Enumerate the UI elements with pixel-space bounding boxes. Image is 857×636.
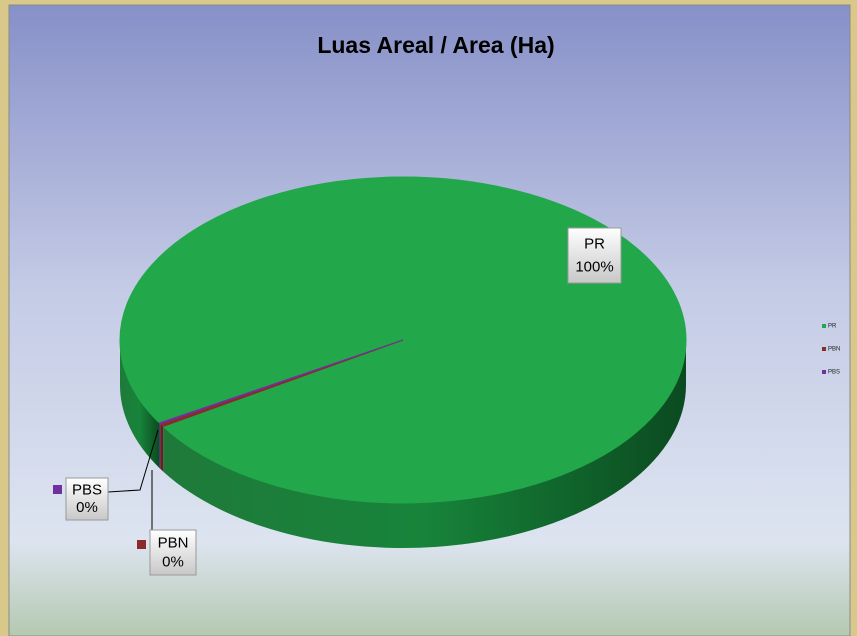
slice-side — [120, 340, 160, 468]
label-box — [65, 477, 109, 521]
label-key — [53, 485, 62, 494]
slice — [158, 339, 404, 425]
label-value: 100% — [575, 259, 613, 276]
legend-label: PR — [828, 324, 837, 330]
leader-line — [107, 429, 159, 493]
slice-side — [160, 423, 164, 472]
label-name: PBS — [72, 482, 102, 499]
label-value: 0% — [76, 499, 98, 516]
label-name: PR — [584, 235, 605, 252]
slice-side — [163, 340, 686, 548]
label-box — [567, 227, 622, 284]
legend-label: PBS — [828, 370, 840, 376]
label-box — [149, 529, 197, 576]
slice-side — [159, 422, 161, 469]
label-name: PBN — [158, 534, 189, 551]
pie — [119, 176, 687, 548]
legend-key — [822, 347, 826, 351]
label-value: 0% — [162, 553, 184, 570]
legend: PR PBN PBS — [822, 324, 840, 376]
legend-label: PBN — [828, 347, 840, 353]
legend-key — [822, 324, 826, 328]
chart-title: Luas Areal / Area (Ha) — [317, 32, 554, 58]
legend-key — [822, 370, 826, 374]
label-key — [137, 540, 146, 549]
